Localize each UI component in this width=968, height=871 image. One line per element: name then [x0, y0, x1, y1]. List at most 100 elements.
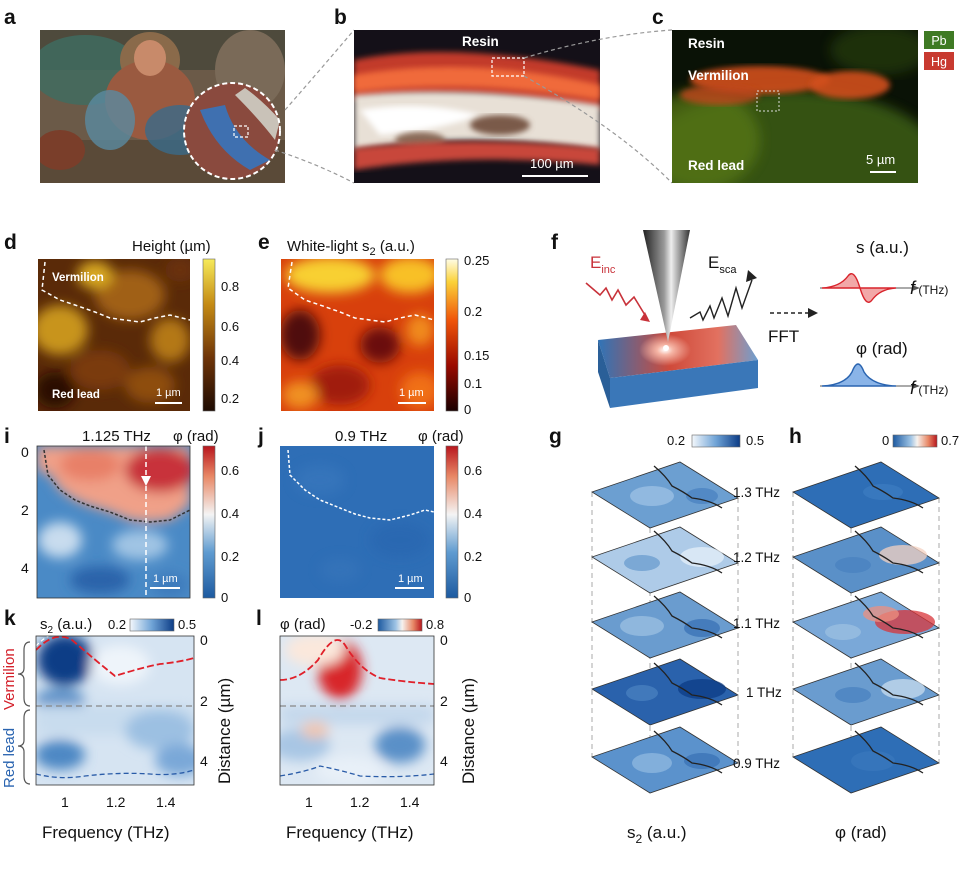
j-cbar-tick-0: 0.6: [464, 463, 482, 478]
panel-label-k: k: [4, 607, 16, 630]
height-cbar-tick-2: 0.4: [221, 353, 239, 368]
l-x-tick-2: 1.4: [400, 794, 420, 810]
stack-freq-label-3: 1 THz: [746, 685, 782, 700]
phi-spectrum-label: φ (rad): [856, 339, 908, 358]
panel-a: a: [4, 6, 355, 184]
panel-k: k s2 (a.u.) 0.2 0.5 Vermilion Red lead 0…: [1, 607, 234, 842]
stack-freq-label-4: 0.9 THz: [733, 756, 780, 771]
l-x-tick-0: 1: [305, 794, 313, 810]
panel-label-d: d: [4, 231, 17, 254]
k-x-tick-0: 1: [61, 794, 69, 810]
j-cbar-tick-3: 0: [464, 590, 471, 605]
height-cbar-tick-1: 0.6: [221, 319, 239, 334]
panel-label-b: b: [334, 6, 347, 29]
k-ylabel: Distance (µm): [215, 678, 234, 784]
j-cbar-tick-2: 0.2: [464, 549, 482, 564]
panel-label-g: g: [549, 425, 562, 448]
red-lead-label-c: Red lead: [688, 158, 744, 173]
k-x-tick-2: 1.4: [156, 794, 176, 810]
panel-label-i: i: [4, 425, 10, 448]
i-cbar-tick-1: 0.4: [221, 506, 239, 521]
height-map: Vermilion Red lead 1 µm: [38, 259, 190, 411]
i-y-tick-2: 4: [21, 560, 29, 576]
height-title: Height (µm): [132, 238, 211, 255]
resin-label-c: Resin: [688, 36, 725, 51]
l-cbar-min: -0.2: [350, 617, 372, 632]
i-cbar-tick-3: 0: [221, 590, 228, 605]
panel-label-h: h: [789, 425, 802, 448]
k-y-tick-1: 2: [200, 693, 208, 709]
panel-l: l φ (rad) -0.2 0.8 0 2 4 Distance (µm) 1…: [256, 607, 478, 842]
sample-block-front: [610, 360, 758, 408]
height-colorbar: [202, 258, 216, 412]
fft-label: FFT: [768, 327, 799, 346]
red-lead-label-d: Red lead: [52, 389, 100, 401]
legend-hg-label: Hg: [931, 55, 947, 69]
phi-f-axis: f (THz): [910, 378, 948, 398]
stack-frequency-labels: 1.3 THz 1.2 THz 1.1 THz 1 THz 0.9 THz: [733, 485, 782, 771]
g-layer-3: [591, 658, 739, 726]
k-xlabel: Frequency (THz): [42, 823, 170, 842]
h-bottom-label: φ (rad): [835, 823, 887, 842]
g-colorbar: [691, 434, 741, 448]
h-layer-3: [792, 658, 940, 726]
scale-text-b: 100 µm: [530, 156, 574, 171]
l-y-tick-1: 2: [440, 693, 448, 709]
panel-label-j: j: [257, 425, 264, 448]
i-y-tick-1: 2: [21, 502, 29, 518]
panel-e: e White-light s2 (a.u.) 1 µm 0.25 0.2 0.…: [258, 231, 489, 417]
h-layer-4: [792, 726, 940, 794]
h-layer-0: [792, 461, 940, 529]
l-xlabel: Frequency (THz): [286, 823, 414, 842]
j-title-unit: φ (rad): [418, 428, 464, 445]
stack-freq-label-1: 1.2 THz: [733, 550, 780, 565]
panel-label-l: l: [256, 607, 262, 630]
phase-map-09: 1 µm: [280, 446, 434, 598]
panel-d: d Height (µm) Vermilion Red lead 1 µm 0.…: [4, 231, 239, 412]
cross-section-micrograph: Resin 100 µm: [354, 30, 600, 183]
vermilion-label-c: Vermilion: [688, 68, 749, 83]
afm-tip: [643, 230, 690, 342]
phase-map-1125: 1 µm: [37, 446, 190, 598]
g-layer-4: [591, 726, 739, 794]
panel-h: h 0 0.7 φ (rad): [789, 425, 959, 842]
panel-g: g 0.2 0.5 s2 (a.u.): [549, 425, 764, 846]
g-cbar-max: 0.5: [746, 433, 764, 448]
e-sca-label: Esca: [708, 253, 737, 276]
i-cbar-tick-2: 0.2: [221, 549, 239, 564]
panel-label-e: e: [258, 231, 270, 254]
wl-cbar-tick-0: 0.25: [464, 253, 489, 268]
wl-cbar-tick-2: 0.15: [464, 348, 489, 363]
i-colorbar: [202, 445, 216, 599]
h-colorbar: [892, 434, 938, 448]
k-cbar-min: 0.2: [108, 617, 126, 632]
panel-c: c Resin Vermilion Red lead 5 µm Pb Hg: [652, 6, 954, 183]
k-colorbar: [129, 618, 175, 632]
s-f-axis: f (THz): [910, 278, 948, 298]
panel-label-a: a: [4, 6, 16, 29]
i-y-tick-0: 0: [21, 444, 29, 460]
vermilion-label-k: Vermilion: [1, 648, 18, 710]
h-layer-1: [792, 526, 940, 594]
phi-spectrum-curve: [821, 363, 897, 387]
g-cbar-min: 0.2: [667, 433, 685, 448]
g-stack: [591, 461, 739, 794]
white-light-map: 1 µm: [281, 259, 434, 411]
g-layer-1: [591, 526, 739, 594]
panel-i: i 1.125 THz φ (rad) 1 µm 0 2 4 0.6 0.4 0…: [4, 425, 239, 605]
scale-text-e: 1 µm: [399, 387, 424, 399]
k-y-tick-2: 4: [200, 753, 208, 769]
legend-hg-swatch: [924, 52, 954, 70]
legend-pb-swatch: [924, 31, 954, 49]
g-layer-0: [591, 461, 739, 529]
sample-block-side: [598, 340, 610, 408]
panel-label-f: f: [551, 231, 559, 254]
panel-f: f Einc Esca FFT s (a.u.) f (THz) φ (rad)…: [551, 230, 948, 408]
red-lead-label-k: Red lead: [1, 728, 18, 788]
height-cbar-tick-0: 0.8: [221, 279, 239, 294]
j-title-freq: 0.9 THz: [335, 428, 387, 445]
h-stack: [792, 461, 940, 794]
l-title: φ (rad): [280, 616, 326, 633]
white-light-colorbar: [445, 258, 459, 412]
l-colorbar: [377, 618, 423, 632]
